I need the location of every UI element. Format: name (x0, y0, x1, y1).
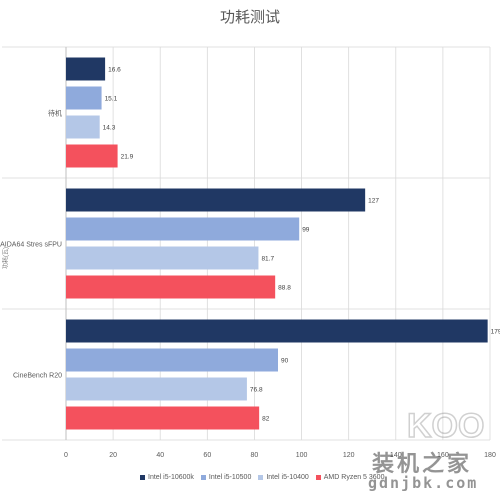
data-label: 88.8 (278, 285, 291, 292)
x-tick-label: 40 (156, 452, 164, 459)
data-label: 16.6 (108, 67, 121, 74)
x-tick-label: 0 (64, 452, 68, 459)
category-label: AIDA64 Stres sFPU (0, 242, 62, 249)
x-tick-label: 80 (251, 452, 259, 459)
x-tick-label: 100 (296, 452, 308, 459)
legend-swatch (315, 475, 321, 480)
legend-item: Intel i5-10400 (258, 474, 309, 481)
bar (66, 275, 276, 299)
data-label: 14.3 (103, 125, 116, 132)
watermark-site: gdnjbk.com (368, 474, 479, 492)
bar (66, 115, 100, 139)
legend-label: AMD Ryzen 5 3600 (323, 474, 385, 481)
legend-swatch (200, 475, 206, 480)
legend-swatch (140, 475, 145, 480)
category-label: CineBench R20 (13, 373, 62, 380)
bar (66, 217, 300, 241)
bar (66, 86, 102, 110)
x-tick-label: 160 (437, 452, 449, 459)
bar (66, 377, 247, 401)
legend-label: Intel i5-10400 (266, 474, 309, 481)
bar (66, 188, 366, 212)
x-tick-label: 180 (484, 452, 496, 459)
watermark-logo-icon: KOO (406, 406, 485, 445)
legend: Intel i5-10600k Intel i5-10500 Intel i5-10… (140, 474, 500, 481)
legend-label: Intel i5-10600k (148, 474, 194, 481)
data-label: 21.9 (121, 154, 134, 161)
svg-text:KOO: KOO (407, 407, 484, 445)
data-label: 127 (368, 198, 379, 205)
data-label: 179 (491, 329, 500, 336)
bar (66, 406, 260, 430)
chart-title: 功耗测试 (219, 9, 280, 26)
legend-item: Intel i5-10600k (140, 474, 194, 481)
data-label: 81.7 (261, 256, 274, 263)
legend-swatch (258, 475, 264, 480)
data-label: 15.1 (105, 96, 118, 103)
bar (66, 246, 259, 270)
watermark-brand: 装机之家 (372, 451, 473, 476)
bar (66, 348, 278, 372)
legend-item: AMD Ryzen 5 3600 (315, 474, 385, 481)
data-label: 82 (262, 416, 270, 423)
data-label: 99 (302, 227, 310, 234)
x-tick-label: 60 (203, 452, 211, 459)
x-tick-label: 140 (390, 452, 402, 459)
bar (66, 319, 488, 343)
x-tick-label: 20 (109, 452, 117, 459)
bar (66, 144, 118, 168)
category-label: 待机 (48, 109, 62, 118)
data-label: 90 (281, 358, 289, 365)
bar (66, 57, 106, 81)
legend-item: Intel i5-10500 (200, 474, 252, 481)
x-tick-label: 120 (343, 452, 355, 459)
legend-label: Intel i5-10500 (208, 474, 252, 481)
data-label: 76.8 (250, 387, 263, 394)
